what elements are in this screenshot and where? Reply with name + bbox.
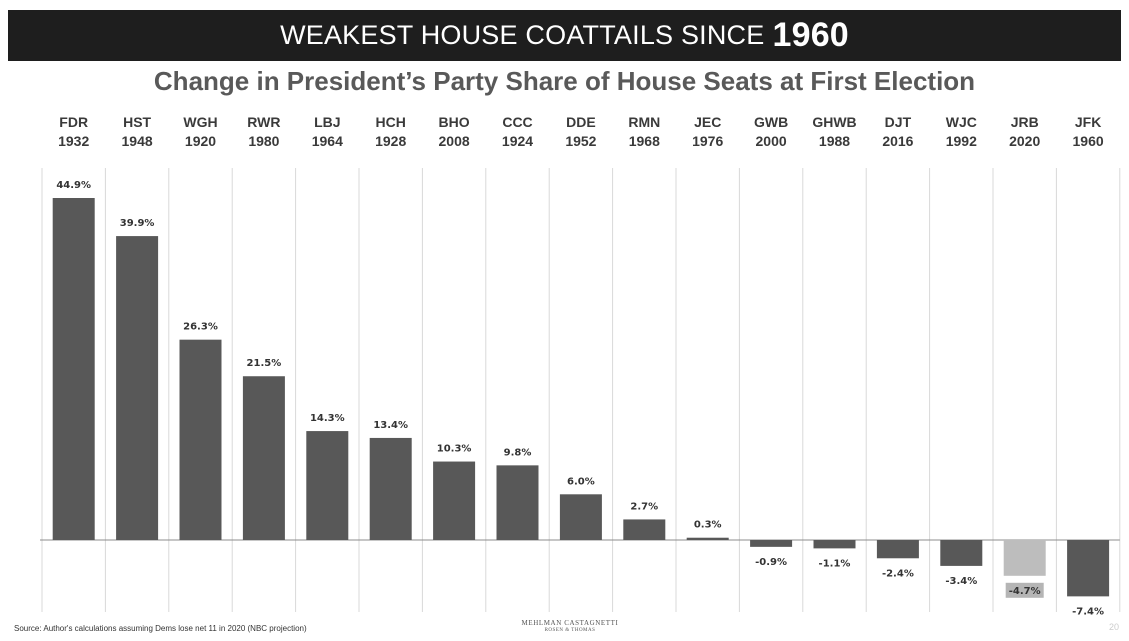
bar — [750, 540, 793, 547]
firm-name-sub: ROSEN & THOMAS — [544, 628, 596, 633]
category-label: GWB — [754, 114, 788, 130]
category-year: 1980 — [248, 133, 279, 149]
data-label: 39.9% — [120, 218, 155, 229]
data-label: 13.4% — [373, 420, 408, 431]
data-label: 14.3% — [310, 413, 345, 424]
category-label: RWR — [247, 114, 280, 130]
source-note: Source: Author's calculations assuming D… — [14, 624, 307, 633]
category-year: 1952 — [565, 133, 596, 149]
firm-name: MEHLMAN CASTAGNETTI — [521, 619, 619, 627]
data-label: 9.8% — [504, 447, 532, 458]
data-label: -3.4% — [945, 576, 977, 587]
category-label: HCH — [376, 114, 406, 130]
bar — [52, 198, 95, 540]
data-label: -1.1% — [819, 558, 851, 569]
category-label: WGH — [183, 114, 217, 130]
data-label: 21.5% — [247, 358, 282, 369]
page-number: 20 — [1108, 622, 1119, 632]
category-label: GHWB — [812, 114, 856, 130]
banner-title: WEAKEST HOUSE COATTAILS SINCE — [280, 20, 765, 50]
bar — [179, 339, 222, 540]
bar — [813, 540, 856, 549]
data-label: 26.3% — [183, 322, 218, 333]
bar — [433, 461, 476, 540]
data-label: -0.9% — [755, 557, 787, 568]
bar — [940, 540, 983, 566]
category-year: 1976 — [692, 133, 723, 149]
bar — [1067, 540, 1110, 597]
category-label: LBJ — [314, 114, 340, 130]
data-label: 10.3% — [437, 444, 472, 455]
category-year: 2016 — [882, 133, 913, 149]
category-year: 1948 — [122, 133, 153, 149]
category-label: RMN — [628, 114, 660, 130]
data-label: 2.7% — [630, 501, 658, 512]
category-label: JFK — [1075, 114, 1101, 130]
data-label: -7.4% — [1072, 606, 1104, 617]
bar — [369, 437, 412, 540]
category-label: BHO — [439, 114, 470, 130]
bar — [116, 236, 159, 540]
category-label: WJC — [946, 114, 977, 130]
category-label: DJT — [885, 114, 912, 130]
category-year: 1920 — [185, 133, 216, 149]
category-year: 1968 — [629, 133, 660, 149]
category-label: DDE — [566, 114, 596, 130]
firm-logo: MEHLMAN CASTAGNETTI ROSEN & THOMAS — [500, 619, 640, 633]
category-year: 1960 — [1073, 133, 1104, 149]
category-label: JEC — [694, 114, 721, 130]
category-year: 2008 — [439, 133, 470, 149]
chart-banner: WEAKEST HOUSE COATTAILS SINCE 1960 — [8, 10, 1121, 61]
bar — [686, 537, 729, 540]
category-year: 2020 — [1009, 133, 1040, 149]
bar — [242, 376, 285, 540]
bar — [1003, 540, 1046, 576]
category-label: CCC — [502, 114, 532, 130]
data-label: 44.9% — [56, 180, 91, 191]
category-year: 1924 — [502, 133, 533, 149]
category-year: 1988 — [819, 133, 850, 149]
bar — [496, 465, 539, 540]
data-label: 0.3% — [694, 520, 722, 531]
data-label: -2.4% — [882, 568, 914, 579]
bar — [306, 431, 349, 540]
category-year: 2000 — [756, 133, 787, 149]
chart-title: Change in President’s Party Share of Hou… — [153, 66, 976, 96]
category-year: 1928 — [375, 133, 406, 149]
category-label: HST — [123, 114, 151, 130]
bar — [876, 540, 919, 559]
category-year: 1932 — [58, 133, 89, 149]
category-label: FDR — [59, 114, 88, 130]
category-year: 1992 — [946, 133, 977, 149]
category-label: JRB — [1011, 114, 1039, 130]
data-label: -4.7% — [1009, 586, 1041, 597]
bar — [559, 494, 602, 540]
category-year: 1964 — [312, 133, 343, 149]
bar — [623, 519, 666, 540]
highlight-label-bg — [1005, 582, 1044, 598]
banner-year: 1960 — [772, 16, 849, 54]
data-label: 6.0% — [567, 476, 595, 487]
